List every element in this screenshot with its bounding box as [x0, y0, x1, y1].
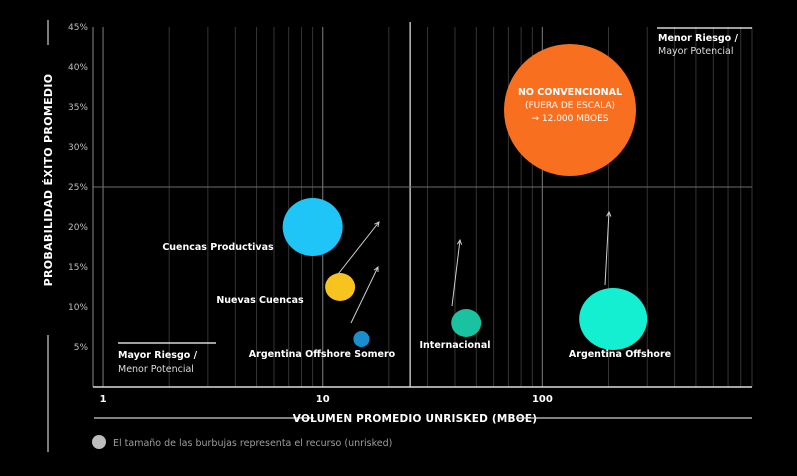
no-convencional-line3: → 12.000 MBOES — [531, 114, 608, 124]
arrow-head — [606, 210, 612, 217]
arrow-line — [604, 211, 610, 286]
y-tick-label: 30% — [68, 143, 88, 153]
y-tick-label: 10% — [68, 303, 88, 313]
bubble-label: Cuencas Productivas — [162, 242, 274, 253]
quadrant-dividers — [93, 22, 752, 387]
legend-note: El tamaño de las burbujas representa el … — [113, 438, 392, 449]
quadrant-bottom-left-line1: Mayor Riesgo / — [118, 350, 198, 361]
bubble — [451, 309, 482, 337]
arrow-line — [334, 221, 380, 279]
y-tick-label: 5% — [74, 343, 89, 353]
y-tick-label: 25% — [68, 183, 88, 193]
bubble — [325, 273, 356, 301]
y-tick-label: 35% — [68, 103, 88, 113]
no-convencional-bubble — [504, 44, 636, 176]
arrow-line — [451, 239, 461, 307]
bubble-label: Nuevas Cuencas — [216, 295, 304, 306]
arrow-head — [374, 221, 380, 227]
bubble — [353, 331, 370, 347]
bubbles — [282, 198, 648, 350]
bubble-label: Internacional — [420, 340, 491, 351]
no-convencional-line1: NO CONVENCIONAL — [518, 87, 622, 98]
y-tick-label: 15% — [68, 263, 88, 273]
bubble — [579, 288, 648, 350]
x-tick-label: 1 — [100, 394, 107, 405]
axes — [92, 27, 752, 388]
bubble-label: Argentina Offshore — [569, 349, 671, 360]
legend-bubble-icon — [92, 435, 106, 449]
y-tick-label: 45% — [68, 23, 88, 33]
bubble-label: Argentina Offshore Somero — [249, 349, 396, 360]
growth-arrows — [334, 210, 612, 324]
arrow-line — [350, 266, 379, 324]
x-tick-labels: 1 10 100 — [100, 394, 553, 405]
y-tick-labels: 45% 40% 35% 30% 25% 20% 15% 10% 5% — [68, 23, 88, 353]
quadrant-bottom-left-line2: Menor Potencial — [118, 364, 194, 375]
bubble-labels: Cuencas Productivas Nuevas Cuencas Argenti… — [162, 242, 671, 360]
x-axis-title: VOLUMEN PROMEDIO UNRISKED (MBOE) — [293, 413, 537, 425]
quadrant-top-right-line2: Mayor Potencial — [658, 46, 734, 57]
no-convencional-line2: (FUERA DE ESCALA) — [525, 101, 615, 111]
arrow-head — [456, 238, 463, 245]
y-axis-title: PROBABILIDAD ÉXITO PROMEDIO — [42, 74, 55, 287]
y-tick-label: 40% — [68, 63, 88, 73]
bubble — [282, 198, 343, 256]
arrow-head — [373, 265, 379, 273]
quadrant-top-right-line1: Menor Riesgo / — [658, 33, 738, 44]
x-tick-label: 10 — [316, 394, 330, 405]
x-tick-label: 100 — [532, 394, 553, 405]
y-tick-label: 20% — [68, 223, 88, 233]
